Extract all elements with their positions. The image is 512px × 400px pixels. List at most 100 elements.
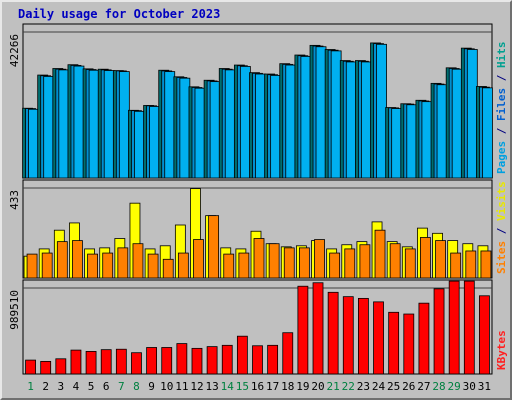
bar-pages-13 (209, 81, 221, 179)
bar-sites-11 (177, 252, 189, 279)
bar-pages-5 (88, 69, 100, 179)
x-tick-29: 29 (448, 380, 461, 393)
x-tick-21: 21 (327, 380, 340, 393)
bar-sites-19 (298, 247, 310, 279)
bar-sites-5 (87, 253, 98, 279)
bar-kbytes-31 (479, 295, 490, 375)
bar-kbytes-4 (70, 349, 82, 375)
legend-part-0: KBytes (495, 330, 508, 370)
bar-kbytes-11 (176, 343, 188, 375)
x-tick-5: 5 (88, 380, 95, 393)
x-tick-25: 25 (387, 380, 400, 393)
bar-kbytes-25 (388, 311, 400, 375)
bar-sites-31 (480, 250, 492, 279)
bar-pages-2 (43, 76, 55, 179)
bar-pages-4 (73, 65, 85, 179)
bar-kbytes-30 (463, 280, 475, 375)
bar-kbytes-20 (312, 282, 324, 375)
x-tick-4: 4 (73, 380, 80, 393)
x-tick-15: 15 (236, 380, 249, 393)
bar-kbytes-13 (206, 346, 218, 375)
x-tick-16: 16 (251, 380, 264, 393)
bar-kbytes-7 (115, 348, 127, 375)
bar-sites-17 (268, 243, 280, 279)
bar-kbytes-12 (191, 347, 203, 375)
bar-kbytes-3 (55, 358, 67, 375)
x-tick-31: 31 (478, 380, 491, 393)
ymax-label-hits-files-pages: 42266 (8, 34, 21, 67)
bar-pages-17 (270, 75, 282, 179)
x-tick-28: 28 (432, 380, 445, 393)
bar-sites-2 (41, 252, 53, 279)
bar-pages-16 (255, 73, 266, 179)
bar-pages-23 (361, 61, 372, 179)
bar-kbytes-5 (85, 351, 97, 375)
x-tick-19: 19 (296, 380, 309, 393)
bar-kbytes-8 (131, 352, 142, 375)
x-tick-17: 17 (266, 380, 279, 393)
bar-sites-16 (253, 238, 265, 279)
bar-kbytes-17 (267, 344, 279, 375)
x-tick-26: 26 (402, 380, 415, 393)
bar-sites-9 (147, 253, 159, 279)
bar-sites-24 (374, 229, 386, 279)
legend-part-4: Hits (495, 42, 508, 69)
x-tick-14: 14 (221, 380, 235, 393)
bar-kbytes-29 (448, 280, 460, 375)
bar-kbytes-14 (221, 344, 233, 375)
bar-sites-28 (435, 240, 446, 279)
x-tick-9: 9 (148, 380, 155, 393)
legend-part-0: Pages (495, 141, 508, 174)
bar-pages-29 (451, 68, 463, 179)
bar-pages-21 (330, 50, 342, 179)
bar-sites-7 (117, 247, 129, 279)
x-tick-13: 13 (205, 380, 218, 393)
ymax-label-kbytes: 989510 (8, 290, 21, 330)
bar-sites-21 (329, 252, 341, 279)
bar-sites-13 (208, 215, 220, 279)
bar-sites-1 (26, 253, 38, 279)
bar-kbytes-19 (297, 285, 309, 375)
x-tick-3: 3 (58, 380, 65, 393)
bar-kbytes-6 (100, 349, 112, 375)
bar-sites-6 (102, 252, 114, 279)
bar-pages-12 (194, 87, 206, 179)
bar-sites-27 (420, 237, 431, 279)
legend-hits-files-pages: Pages / Files / Hits (495, 42, 508, 175)
x-tick-27: 27 (417, 380, 430, 393)
x-tick-11: 11 (175, 380, 188, 393)
ymax-label-visits-sites: 433 (8, 190, 21, 210)
legend-part-3: / (495, 68, 508, 88)
x-tick-8: 8 (133, 380, 140, 393)
x-tick-23: 23 (357, 380, 370, 393)
x-tick-10: 10 (160, 380, 173, 393)
legend-part-2: Files (495, 88, 508, 121)
x-tick-7: 7 (118, 380, 125, 393)
bar-pages-20 (315, 46, 327, 179)
bar-kbytes-23 (358, 297, 369, 375)
legend-kbytes: KBytes (495, 330, 508, 370)
x-tick-2: 2 (42, 380, 49, 393)
bar-pages-19 (300, 56, 312, 179)
bar-pages-7 (118, 71, 130, 179)
bar-kbytes-10 (161, 347, 173, 375)
bar-sites-22 (344, 248, 356, 279)
bar-sites-15 (238, 252, 250, 279)
x-tick-22: 22 (342, 380, 355, 393)
bar-pages-22 (345, 61, 357, 179)
bar-sites-26 (404, 248, 416, 279)
bar-sites-18 (283, 247, 295, 279)
bar-sites-4 (72, 240, 83, 279)
bar-pages-10 (164, 71, 176, 179)
legend-visits-sites: Sites / Visits (495, 181, 508, 274)
legend-part-2: Visits (495, 181, 508, 221)
bar-pages-15 (239, 66, 251, 179)
x-tick-18: 18 (281, 380, 294, 393)
bar-pages-26 (406, 104, 418, 179)
bar-pages-24 (376, 43, 387, 179)
bar-sites-29 (450, 252, 462, 279)
bar-kbytes-26 (403, 313, 415, 375)
bar-kbytes-2 (40, 360, 52, 375)
bar-sites-25 (389, 243, 401, 279)
